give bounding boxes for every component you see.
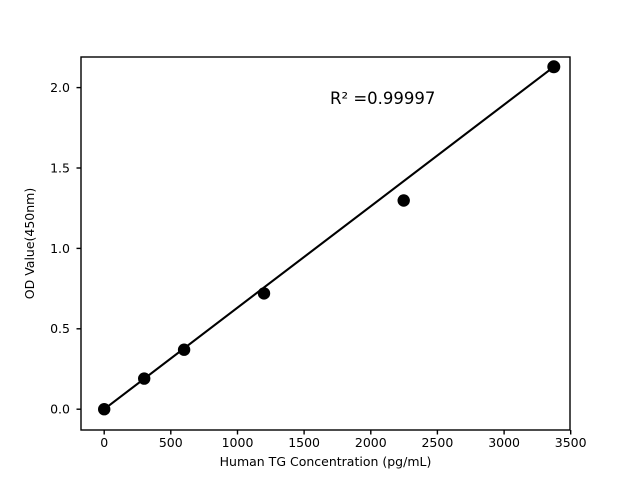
y-tick-label: 1.0 [50,241,70,256]
y-tick-label: 0.5 [50,321,70,336]
plot-frame [80,56,571,431]
y-tick-label: 0.0 [50,402,70,417]
x-tick-label: 1000 [222,435,254,450]
x-axis-label: Human TG Concentration (pg/mL) [220,454,432,469]
x-axis-tick-labels: 0 500 1000 1500 2000 2500 3000 3500 [100,435,586,450]
y-tick-label: 2.0 [50,80,70,95]
data-point [138,372,151,385]
r-squared-annotation: R² =0.99997 [330,89,435,108]
y-axis-label: OD Value(450nm) [22,188,37,299]
x-tick-label: 1500 [288,435,320,450]
data-point-group [98,60,561,416]
x-tick-label: 0 [100,435,108,450]
data-point [257,287,271,300]
data-point [397,194,410,207]
x-tick-label: 2500 [421,435,453,450]
x-tick-label: 500 [159,435,183,450]
data-point [98,403,111,416]
y-axis-tickmarks [76,86,81,410]
x-tick-label: 3000 [488,435,520,450]
y-tick-label: 1.5 [50,160,70,175]
data-point [547,60,561,74]
y-axis-tick-labels: 0.0 0.5 1.0 1.5 2.0 [50,80,70,417]
data-point [177,343,191,356]
x-tick-label: 2000 [355,435,387,450]
x-axis-tickmarks [103,430,572,435]
x-tick-label: 3500 [555,435,587,450]
